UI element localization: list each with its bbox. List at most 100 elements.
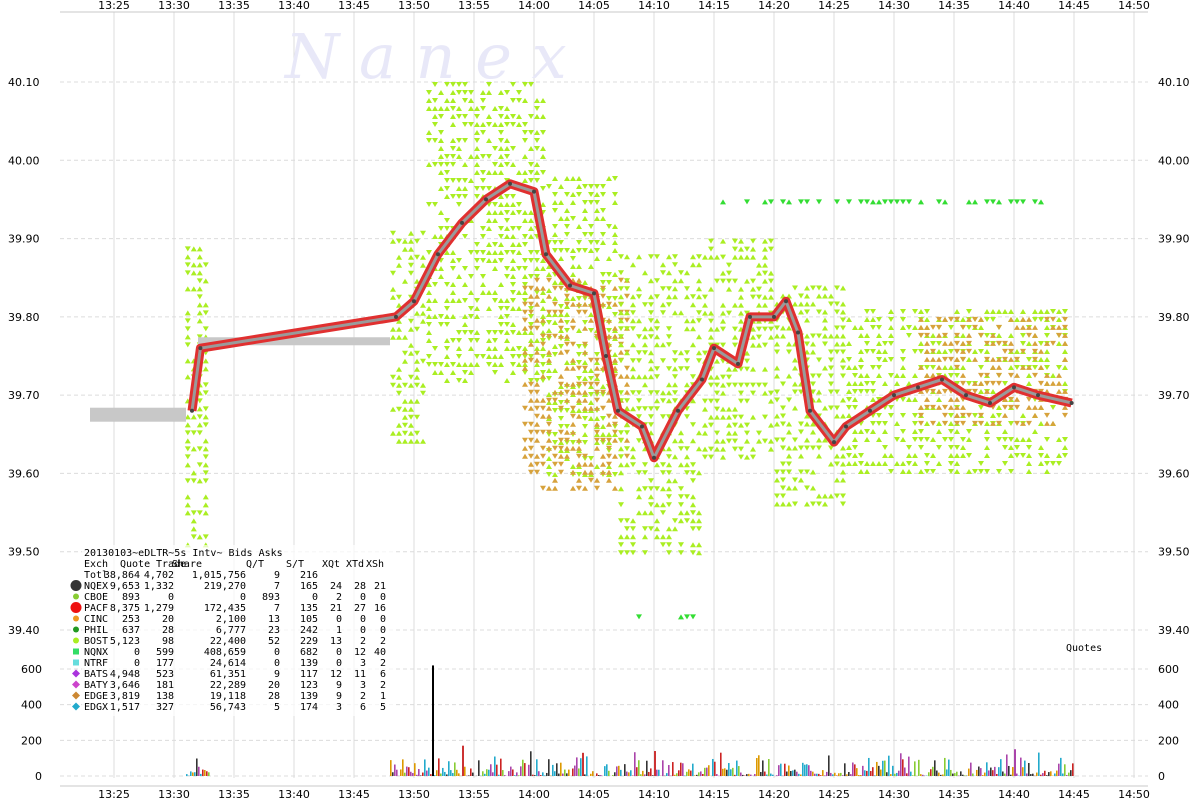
time-tick-bottom: 13:55	[458, 788, 490, 800]
quote-marker	[672, 350, 678, 356]
quote-marker	[948, 429, 954, 435]
quote-marker	[918, 412, 924, 418]
quote-marker	[780, 461, 786, 467]
quote-marker	[190, 430, 197, 436]
quote-marker	[804, 421, 810, 427]
quote-marker	[936, 349, 942, 355]
quote-marker	[576, 175, 582, 181]
quote-marker	[576, 327, 582, 333]
quote-marker	[474, 298, 480, 303]
quote-marker	[1014, 445, 1020, 451]
volume-bar	[530, 751, 532, 776]
quote-marker	[504, 210, 510, 215]
quote-marker	[690, 462, 696, 468]
quote-marker	[522, 317, 528, 323]
quote-marker	[510, 250, 516, 255]
quote-marker	[534, 266, 540, 271]
quote-marker	[1020, 437, 1026, 443]
quote-marker	[546, 367, 552, 373]
quote-marker	[486, 258, 492, 263]
legend-cell: 19,118	[210, 691, 246, 702]
quote-marker	[672, 310, 678, 316]
legend-cell: 9,653	[110, 581, 140, 592]
quote-marker	[534, 130, 540, 135]
quote-marker	[480, 130, 486, 135]
quote-marker	[714, 254, 720, 260]
quote-marker	[672, 382, 678, 388]
quote-marker	[576, 397, 582, 403]
quote-marker	[678, 494, 684, 500]
quote-marker	[558, 453, 564, 459]
quote-marker	[1014, 437, 1020, 443]
quote-marker	[492, 250, 498, 255]
volume-bar	[436, 770, 438, 776]
quote-marker	[456, 346, 462, 351]
quote-marker	[750, 246, 756, 252]
quote-marker	[870, 381, 876, 387]
quote-marker	[762, 262, 768, 268]
quote-marker	[486, 226, 492, 231]
quote-marker	[900, 373, 906, 379]
volume-bar	[634, 752, 636, 776]
quote-marker	[810, 381, 816, 387]
quote-marker	[546, 271, 552, 277]
quote-marker	[558, 381, 564, 387]
legend-cell: 98	[162, 636, 174, 647]
quote-marker	[696, 278, 702, 284]
quote-marker	[426, 138, 432, 143]
quote-marker	[492, 170, 498, 175]
volume-bar	[754, 774, 756, 776]
quote-marker	[846, 453, 852, 459]
quote-marker	[798, 477, 804, 483]
quote-marker	[678, 462, 684, 468]
volume-bar	[734, 774, 736, 776]
legend-cell: 0	[274, 658, 280, 669]
quote-marker	[540, 322, 546, 327]
quote-marker	[576, 309, 582, 315]
quote-marker	[486, 290, 492, 295]
legend-marker	[73, 637, 79, 644]
quote-marker	[564, 319, 570, 325]
quote-marker	[606, 421, 612, 427]
volume-bar	[592, 771, 594, 776]
quote-marker	[570, 413, 576, 419]
volume-bar	[880, 769, 882, 776]
quote-marker	[432, 362, 438, 367]
quote-marker	[882, 453, 888, 459]
quote-marker	[636, 334, 642, 340]
quote-marker	[504, 122, 510, 127]
quote-marker	[402, 278, 408, 284]
legend-cell: 682	[300, 647, 318, 658]
quote-marker	[732, 446, 738, 452]
quote-marker	[528, 301, 534, 307]
quote-marker	[756, 382, 762, 388]
quote-marker	[1062, 309, 1068, 315]
quote-zone	[720, 199, 1044, 205]
quote-marker	[492, 362, 498, 367]
volume-bar	[732, 767, 734, 776]
volume-bar	[642, 770, 644, 776]
quote-marker	[558, 445, 564, 451]
quote-marker	[582, 279, 588, 285]
quote-marker	[516, 306, 522, 311]
quote-marker	[522, 437, 528, 443]
quote-marker	[540, 266, 546, 271]
quote-marker	[702, 454, 708, 460]
quote-marker	[486, 362, 492, 367]
quote-marker	[558, 373, 564, 379]
volume-bar	[1026, 773, 1028, 776]
quote-marker	[996, 413, 1002, 419]
time-tick-bottom: 14:00	[518, 788, 550, 800]
quote-marker	[522, 453, 528, 459]
quote-marker	[696, 294, 702, 300]
quote-marker	[930, 348, 936, 354]
quote-marker	[774, 365, 780, 371]
quote-marker	[858, 199, 864, 205]
quote-marker	[456, 82, 462, 87]
quote-marker	[978, 405, 984, 411]
price-point	[868, 408, 872, 413]
volume-bar	[390, 760, 392, 776]
quote-marker	[768, 334, 774, 340]
quote-marker	[1050, 340, 1056, 346]
quote-marker	[450, 250, 456, 255]
